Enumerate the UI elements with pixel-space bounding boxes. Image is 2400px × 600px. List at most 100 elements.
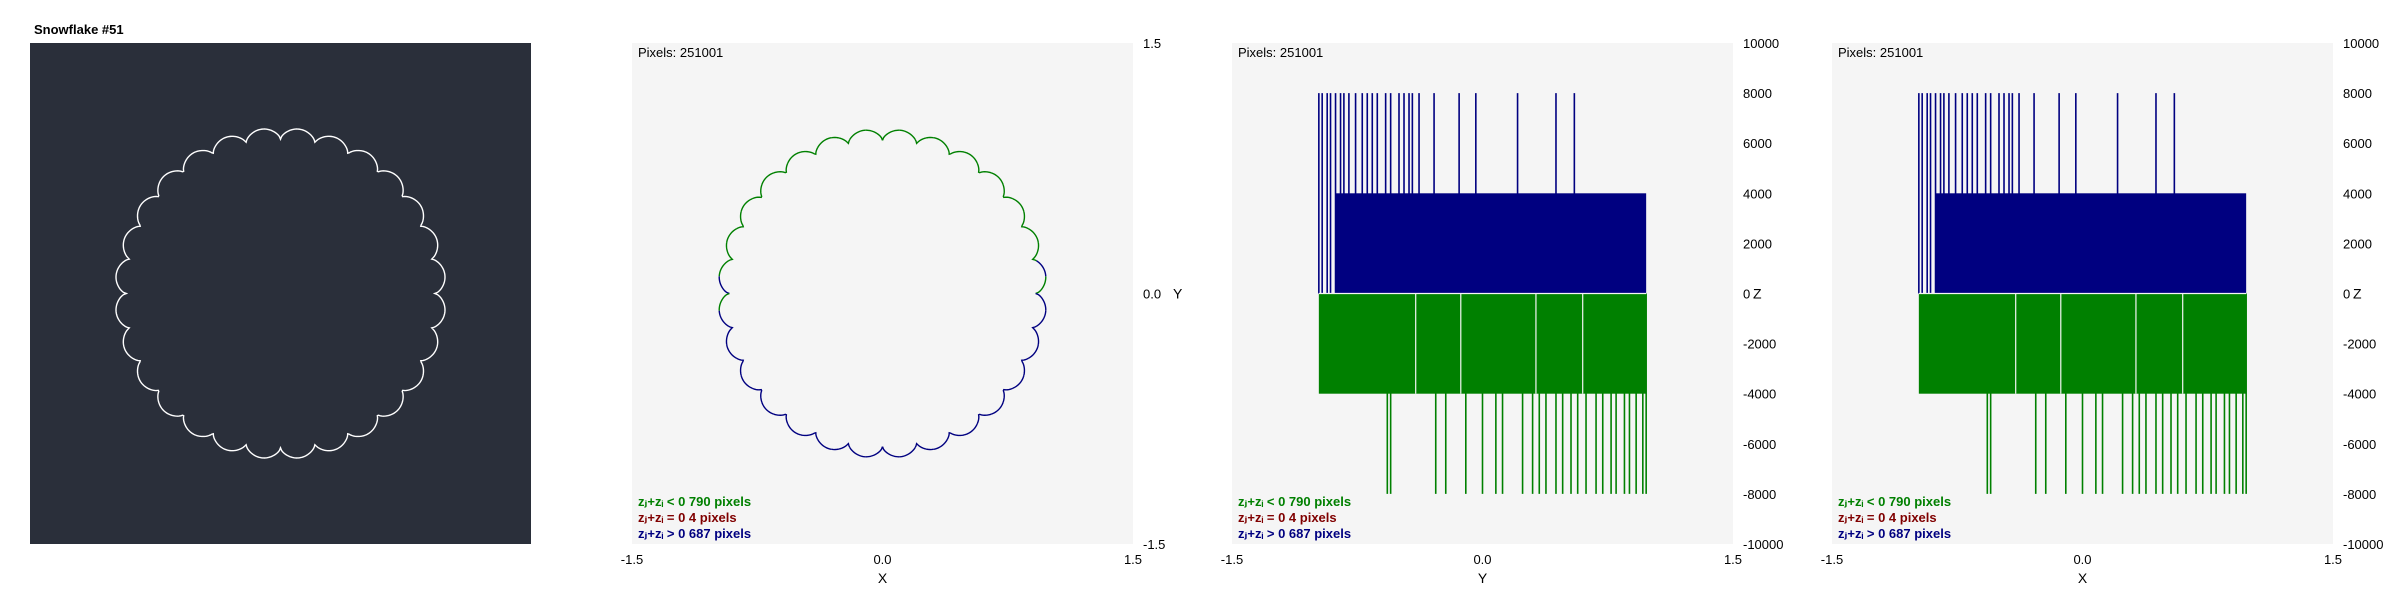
outline-segment <box>865 129 884 141</box>
y-tick-label: 0 <box>1743 287 1750 302</box>
outline-segment <box>946 431 965 440</box>
x-axis-label: X <box>878 570 888 586</box>
y-tick-label: -8000 <box>2343 487 2376 502</box>
outline-segment <box>800 431 819 440</box>
outline-segment <box>849 447 866 458</box>
legend-negative: zⱼ+zᵢ < 0 790 pixels <box>638 494 751 509</box>
x-tick-label: 0.0 <box>873 552 891 567</box>
y-tick-label: -4000 <box>2343 387 2376 402</box>
legend-negative: zⱼ+zᵢ < 0 790 pixels <box>1238 494 1351 509</box>
y-tick-label: 8000 <box>1743 86 1772 101</box>
outline-segment <box>1020 211 1029 230</box>
outline-segment <box>725 227 738 243</box>
y-tick-label: 10000 <box>1743 36 1779 51</box>
pixel-count-label: Pixels: 251001 <box>1838 45 1923 60</box>
outline-segment <box>1002 387 1014 403</box>
y-tick-label: 0.0 <box>1143 287 1161 302</box>
outline-segment <box>1031 325 1040 345</box>
outline-segment <box>751 387 763 403</box>
outline-segment <box>761 401 775 415</box>
outline-segment <box>881 446 900 458</box>
y-tick-label: -1.5 <box>1143 537 1165 552</box>
outline-segment <box>1035 292 1047 311</box>
outline-segment <box>831 136 851 145</box>
outline-segment <box>787 151 802 164</box>
y-tick-label: 6000 <box>2343 136 2372 151</box>
legend-zero: zⱼ+zᵢ = 0 4 pixels <box>1238 510 1337 525</box>
outline-segment <box>881 129 900 141</box>
outline-segment <box>899 129 916 140</box>
xz-projection-chart: Pixels: 251001 -1.5 0.0 1.5 X 10000 8000 6000 40… <box>1821 36 2384 586</box>
outline-segment <box>725 242 734 262</box>
outline-segment <box>849 129 866 140</box>
outline-segment <box>816 136 832 149</box>
outline-segment <box>787 423 802 436</box>
outline-segment <box>933 136 949 149</box>
snowflake-title: Snowflake #51 <box>34 22 124 37</box>
y-tick-label: -6000 <box>1743 437 1776 452</box>
outline-segment <box>736 357 745 376</box>
outline-segment <box>831 442 851 451</box>
outline-segment <box>933 438 949 451</box>
outline-segment <box>976 162 992 174</box>
x-axis-label: Y <box>1478 570 1488 586</box>
y-tick-label: 4000 <box>2343 186 2372 201</box>
outline-segment <box>899 447 916 458</box>
legend-positive: zⱼ+zᵢ > 0 687 pixels <box>1838 526 1951 541</box>
outline-segment <box>725 344 738 360</box>
y-tick-label: 1.5 <box>1143 36 1161 51</box>
outline-segment <box>1035 276 1047 295</box>
x-tick-label: -1.5 <box>1821 552 1843 567</box>
outline-segment <box>718 310 729 327</box>
pixel-count-label: Pixels: 251001 <box>638 45 723 60</box>
y-tick-label: -6000 <box>2343 437 2376 452</box>
x-tick-label: 1.5 <box>1724 552 1742 567</box>
outline-segment <box>740 198 753 213</box>
outline-segment <box>1012 374 1025 389</box>
x-tick-label: -1.5 <box>621 552 643 567</box>
outline-segment <box>914 136 934 145</box>
y-tick-label: 4000 <box>1743 186 1772 201</box>
outline-segment <box>736 211 745 230</box>
legend-zero: zⱼ+zᵢ = 0 4 pixels <box>638 510 737 525</box>
y-tick-label: 6000 <box>1743 136 1772 151</box>
y-tick-label: -2000 <box>1743 337 1776 352</box>
outline-segment <box>1020 357 1029 376</box>
outline-segment <box>1027 344 1040 360</box>
y-tick-label: -4000 <box>1743 387 1776 402</box>
yz-projection-chart: Pixels: 251001 -1.5 0.0 1.5 Y 10000 8000 6000 40… <box>1221 36 1784 586</box>
x-tick-label: 1.5 <box>1124 552 1142 567</box>
outline-segment <box>865 446 884 458</box>
outline-segment <box>990 401 1004 415</box>
legend-zero: zⱼ+zᵢ = 0 4 pixels <box>1838 510 1937 525</box>
y-tick-label: 2000 <box>1743 236 1772 251</box>
xy-projection-chart: Pixels: 251001-1.5 0.0 1.5X1.5-1.50.0 Yzⱼ+z… <box>621 36 1183 586</box>
outline-segment <box>914 442 934 451</box>
plot-area <box>632 43 1133 544</box>
y-tick-label: 0 <box>2343 287 2350 302</box>
outline-segment <box>740 374 753 389</box>
snowflake-background <box>30 43 531 544</box>
outline-segment <box>976 413 992 425</box>
outline-segment <box>773 162 789 174</box>
outline-segment <box>1036 260 1047 277</box>
y-axis-label: Y <box>1173 286 1183 302</box>
x-tick-label: 1.5 <box>2324 552 2342 567</box>
outline-segment <box>990 172 1004 186</box>
y-axis-label: Z <box>1753 286 1762 302</box>
outline-segment <box>718 260 729 277</box>
outline-segment <box>963 423 978 436</box>
snowflake-outline <box>115 128 446 459</box>
y-tick-label: 2000 <box>2343 236 2372 251</box>
y-tick-label: 8000 <box>2343 86 2372 101</box>
outline-segment <box>1031 242 1040 262</box>
pixel-count-label: Pixels: 251001 <box>1238 45 1323 60</box>
outline-segment <box>751 184 763 200</box>
outline-segment <box>725 325 734 345</box>
outline-segment <box>1012 198 1025 213</box>
y-tick-label: -10000 <box>2343 537 2383 552</box>
outline-segment <box>1002 184 1014 200</box>
outline-segment <box>718 292 730 311</box>
snowflake-image <box>30 43 531 544</box>
outline-segment <box>1027 227 1040 243</box>
